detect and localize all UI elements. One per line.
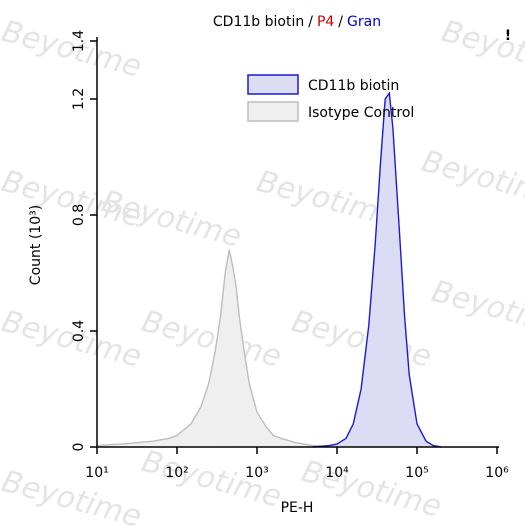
legend-swatch [247,101,299,122]
legend-label: Isotype Control [308,105,414,121]
watermark: Beyotime [438,14,525,85]
chart-title: CD11b biotin / P4/Gran [213,14,381,30]
watermark: Beyotime [418,144,525,215]
watermark: Beyotime [0,464,145,526]
marker: ! [505,28,511,44]
x-tick-label: 10⁶ [485,465,509,481]
title-part: / [308,14,313,30]
watermark: Beyotime [138,304,285,375]
x-tick-label: 10⁴ [325,465,349,481]
title-part: Gran [347,14,381,30]
y-tick-label: 0 [71,443,87,452]
x-tick-label: 10³ [245,465,268,481]
y-tick-label: 0.8 [71,204,87,226]
legend-label: CD11b biotin [308,78,399,94]
y-tick-label: 1.2 [71,88,87,110]
x-tick-label: 10⁵ [405,465,428,481]
x-axis-label: PE-H [281,500,314,516]
x-tick-label: 10¹ [85,465,108,481]
title-part: / [338,14,343,30]
y-tick-label: 1.4 [71,30,87,52]
legend-swatch [247,74,299,95]
histogram-area [312,91,442,448]
x-tick-label: 10² [165,465,188,481]
watermark: Beyotime [428,274,525,345]
title-part: P4 [317,14,334,30]
title-part: CD11b biotin [213,14,304,30]
histogram-area [96,249,338,448]
watermark: Beyotime [288,304,435,375]
y-axis-label: Count (10³) [28,205,44,285]
y-tick-label: 0.4 [71,320,87,342]
